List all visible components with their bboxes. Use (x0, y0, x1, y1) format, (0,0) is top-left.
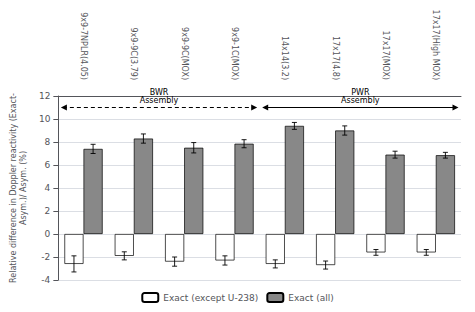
svg-text:9x9-9C(MOX): 9x9-9C(MOX) (180, 27, 189, 80)
svg-text:8: 8 (45, 137, 51, 147)
svg-text:-4: -4 (41, 275, 50, 285)
svg-text:9x9-1C(MOX): 9x9-1C(MOX) (230, 27, 239, 80)
svg-text:Exact (all): Exact (all) (288, 293, 333, 303)
svg-text:BWR: BWR (149, 88, 169, 97)
svg-text:17x17(4.8): 17x17(4.8) (331, 36, 340, 80)
svg-text:Assembly: Assembly (341, 96, 380, 105)
svg-text:4: 4 (45, 183, 51, 193)
svg-text:10: 10 (39, 114, 51, 124)
svg-text:Exact (except U-238): Exact (except U-238) (163, 293, 258, 303)
svg-text:0: 0 (45, 229, 51, 239)
svg-text:PWR: PWR (351, 88, 370, 97)
svg-text:17x17(High MOX): 17x17(High MOX) (431, 10, 440, 80)
svg-text:6: 6 (45, 160, 51, 170)
svg-text:Relative difference in Doppler: Relative difference in Doppler reactivit… (9, 93, 18, 283)
svg-text:9x9-7NPLR(4.05): 9x9-7NPLR(4.05) (79, 12, 88, 80)
svg-text:12: 12 (39, 91, 50, 101)
svg-text:14x14(3.2): 14x14(3.2) (280, 36, 289, 80)
svg-text:-2: -2 (41, 252, 50, 262)
svg-text:Assembly: Assembly (140, 96, 179, 105)
svg-text:9x9-9C(3.79): 9x9-9C(3.79) (129, 27, 138, 80)
svg-text:17x17(MOX): 17x17(MOX) (381, 30, 390, 80)
svg-text:2: 2 (45, 206, 51, 216)
svg-text:Asym.)/ Asym. (%): Asym.)/ Asym. (%) (19, 151, 28, 225)
